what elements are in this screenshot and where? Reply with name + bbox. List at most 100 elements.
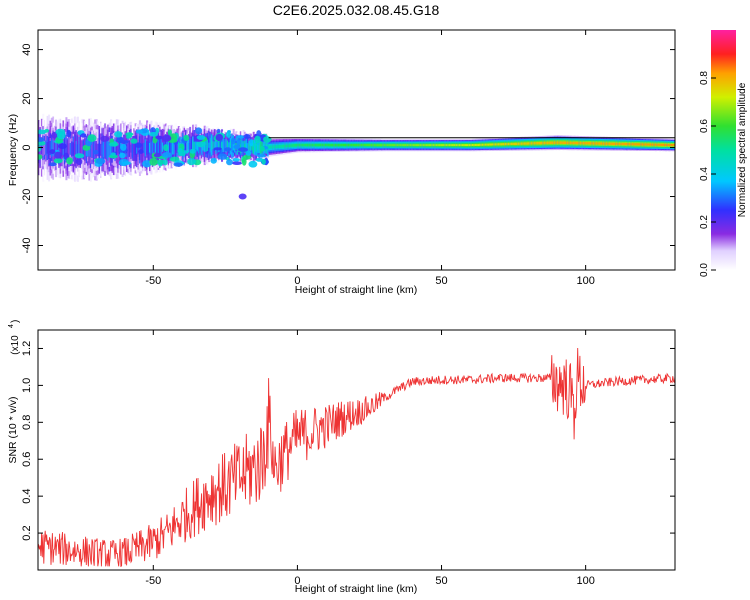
spectrogram-cell [178,148,183,155]
spectrogram-cell [68,143,71,155]
spectrogram-cell [590,142,593,145]
spectrogram-cell [232,158,240,162]
spectrogram-cell [602,142,605,145]
spectrogram-marks [38,113,675,200]
spectrogram-cell [342,144,345,147]
spectrogram-cell [529,142,532,145]
spectrogram-cell [311,143,314,147]
spectrogram-cell [108,154,118,159]
snr-scale-exponent: 4 [8,324,15,328]
spectrogram-cell [101,144,104,155]
spectrogram-cell [230,137,236,145]
y-tick-label: 0.4 [21,489,33,504]
colorbar-tick-label: 0.6 [699,119,710,133]
spectrogram-cell [134,141,137,155]
spectrogram-cell [128,140,131,157]
spectrogram-cell [620,142,623,146]
spectrogram-cell [97,143,100,157]
spectrogram-cell [552,141,555,144]
spectrogram-cell [509,142,512,146]
spectrogram-cell [542,141,545,145]
spectrogram-cell [38,137,45,142]
spectrogram-cell [369,144,372,147]
spectrogram-cell [440,144,443,147]
spectrogram-cell [399,144,402,147]
spectrogram-cell [326,143,329,147]
spectrogram-cell [224,147,232,152]
spectrogram-ylabel: Frequency (Hz) [7,114,19,186]
spectrogram-cell [217,153,228,160]
spectrogram-cell [120,143,127,151]
spectrogram-cell [455,144,458,147]
spectrogram-cell [154,127,160,134]
spectrogram-cell [346,144,349,147]
spectrogram-cell [109,142,119,147]
spectrogram-cell [528,142,531,145]
spectrogram-cell [640,143,643,146]
spectrogram-cell [334,144,337,147]
spectrogram-cell [183,134,190,141]
spectrogram-cell [51,139,54,157]
spectrogram-cell [255,142,258,152]
spectrogram-cell [56,131,66,140]
spectrogram-cell [277,145,280,148]
spectrogram-cell [55,142,58,154]
spectrogram-cell [321,143,324,147]
spectrogram-cell [75,141,78,158]
spectrogram-cell [653,143,656,146]
spectrogram-cell [649,143,652,146]
spectrogram-cell [395,144,398,147]
y-tick-label: 0.8 [21,415,33,430]
spectrogram-cell [644,143,647,146]
colorbar-tick-label: 0.0 [699,263,710,277]
spectrogram-cell [347,144,350,147]
spectrogram-cell [512,142,515,145]
spectrogram-cell [444,144,447,147]
spectrogram-cell [490,143,493,146]
spectrogram-cell [507,142,510,146]
spectrogram-cell [146,141,149,155]
spectrogram-cell [225,131,232,138]
spectrogram-cell [594,142,597,145]
spectrogram-cell [245,143,248,151]
spectrogram-cell [288,144,291,148]
spectrogram-cell [114,131,123,138]
spectrogram-cell [647,143,650,146]
spectrogram-cell [290,144,293,147]
spectrogram-cell [91,141,94,158]
spectrogram-cell [100,135,110,142]
spectrogram-cell [667,143,670,146]
spectrogram-cell [137,142,140,155]
snr-marks [38,347,675,568]
spectrogram-cell [226,158,233,166]
snr-ylabel: SNR (10 * v/v) [7,396,19,463]
spectrogram-cell [473,144,476,147]
spectrogram-cell [285,144,288,148]
spectrogram-cell [143,142,146,154]
spectrogram-cell [81,140,84,159]
spectrogram-cell [408,144,411,147]
spectrogram-cell [385,144,388,147]
spectrogram-cell [221,141,224,150]
spectrogram-cell [95,143,98,157]
spectrogram-cell [402,144,405,147]
spectrogram-cell [125,135,131,139]
spectrogram-cell [639,143,642,146]
colorbar-ticks: 0.0 0.2 0.4 0.6 0.8 [699,71,716,277]
spectrogram-cell [394,144,397,147]
spectrogram-cell [437,144,440,147]
spectrogram-cell [38,129,47,135]
spectrogram-cell [296,144,299,147]
spectrogram-cell [445,144,448,147]
spectrogram-cell [74,144,77,154]
spectrogram-cell [38,140,46,146]
x-tick-label: 100 [576,275,594,287]
spectrogram-cell [213,141,216,149]
spectrogram-cell [95,158,106,165]
spectrogram-cell [251,143,254,151]
spectrogram-cell [135,129,143,134]
spectrogram-cell [336,144,339,147]
spectrogram-cell [104,140,107,159]
spectrogram-cell [422,144,425,147]
spectrogram-cell [373,144,376,147]
